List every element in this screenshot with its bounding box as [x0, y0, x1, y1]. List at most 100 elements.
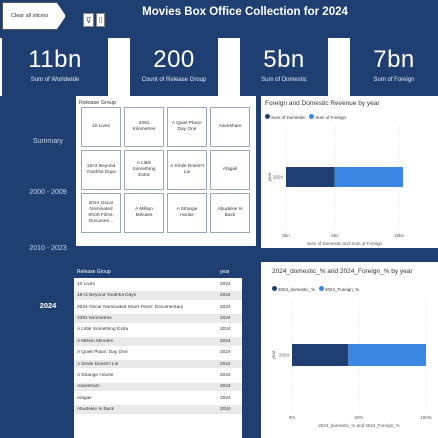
tile-item[interactable]: A Little Something Extra: [124, 150, 164, 190]
x-axis-label: 2024_domestic_% and 2024_Foreign_%: [318, 423, 399, 428]
chart-title: Foreign and Domestic Revenue by year: [265, 100, 380, 107]
tile-slicer-header: Release Group: [79, 100, 116, 106]
tile-item[interactable]: 3391 Kilometres: [124, 107, 164, 147]
bar-segment: [334, 167, 403, 187]
kpi-label: Sum of Foreign: [373, 77, 415, 83]
kpi-worldwide-card: 11bn Sum of Worldwide: [2, 38, 108, 96]
legend-label: Sum of Foreign: [315, 115, 347, 120]
x-tick-label: 100%: [420, 415, 432, 420]
legend-item[interactable]: Sum of Domestic: [265, 114, 305, 120]
cell-release-group: 3391 Kilometres: [77, 315, 112, 321]
kpi-divider: [108, 38, 130, 96]
cell-year: 2024: [220, 281, 231, 287]
cell-release-group: A Little Something Extra: [77, 327, 129, 333]
table-row[interactable]: Aavesham 2024: [74, 382, 242, 392]
cell-year: 2024: [220, 338, 231, 344]
kpi-value: 200: [153, 46, 195, 73]
column-header-year[interactable]: year: [220, 269, 230, 275]
y-tick-label: 2024: [279, 353, 290, 358]
cell-year: 2024: [220, 293, 231, 299]
table-row[interactable]: Abigail 2024: [74, 394, 242, 403]
y-tick-label: 2024: [273, 175, 284, 180]
x-axis-label: Sum of Domestic and Sum of Foreign: [307, 241, 383, 246]
bar-segment: [348, 344, 426, 366]
cell-release-group: 2024 Oscar Nominated Short Films: Docume…: [77, 304, 184, 310]
kpi-divider: [218, 38, 240, 96]
x-tick-label: 10bn: [394, 233, 405, 238]
cell-year: 2024: [220, 407, 231, 413]
table-row[interactable]: A Smile Doesn't Lie 2024: [74, 359, 242, 369]
table-row[interactable]: A Million Minutes 2024: [74, 337, 242, 346]
cell-release-group: A Strange House: [77, 372, 114, 378]
kpi-domestic-card: 5bn Sum of Domestic: [240, 38, 328, 96]
cell-year: 2024: [220, 361, 231, 367]
tile-item[interactable]: Aavesham: [210, 107, 250, 147]
cell-release-group: Abudekie Is Back: [77, 407, 115, 413]
filter-icon[interactable]: ⊽: [83, 13, 94, 27]
x-tick-label: 5bn: [331, 233, 339, 238]
clear-all-slicers-label: Clear all slicers: [11, 13, 49, 19]
table-row[interactable]: 3391 Kilometres 2024: [74, 314, 242, 323]
tile-item[interactable]: Abigail: [210, 150, 250, 190]
table-row[interactable]: A Little Something Extra 2024: [74, 325, 242, 335]
cell-year: 2024: [220, 315, 231, 321]
tile-item[interactable]: A Strange House: [167, 193, 207, 233]
legend-swatch: [319, 286, 325, 291]
kpi-value: 5bn: [263, 46, 305, 73]
cell-release-group: 10 Lives: [77, 281, 95, 287]
legend-label: 2024_domestic_%: [278, 287, 316, 292]
kpi-divider: [0, 38, 2, 96]
kpi-label: Sum of Worldwide: [30, 77, 80, 83]
kpi-release-count-card: 200 Count of Release Group: [130, 38, 218, 96]
x-tick-label: 0bn: [282, 233, 290, 238]
cell-year: 2024: [220, 395, 231, 401]
cell-year: 2024: [220, 372, 231, 378]
slicer-item-2024[interactable]: 2024: [39, 301, 57, 310]
cell-release-group: A Million Minutes: [77, 338, 113, 344]
legend-item[interactable]: 2024_domestic_%: [272, 286, 315, 292]
y-axis-label: year: [267, 172, 272, 181]
kpi-foreign-card: 7bn Sum of Foreign: [350, 38, 438, 96]
cell-release-group: 18×2 Beyond Youthful Days: [77, 293, 137, 299]
legend-label: Sum of Domestic: [271, 115, 306, 120]
tile-item[interactable]: A Smile Doesn't Lie: [167, 150, 207, 190]
legend-item[interactable]: 2024_Foreign_%: [319, 286, 359, 292]
table-row[interactable]: A Strange House 2024: [74, 371, 242, 380]
table-row[interactable]: A Quiet Place: Day One 2024: [74, 348, 242, 357]
kpi-divider: [328, 38, 350, 96]
table-row[interactable]: 2024 Oscar Nominated Short Films: Docume…: [74, 302, 242, 312]
legend-swatch: [309, 114, 315, 119]
tile-item[interactable]: 10 Lives: [81, 107, 121, 147]
kpi-label: Sum of Domestic: [261, 77, 307, 83]
table-row[interactable]: 18×2 Beyond Youthful Days 2024: [74, 291, 242, 300]
cell-year: 2024: [220, 350, 231, 356]
legend-item[interactable]: Sum of Foreign: [309, 114, 346, 120]
table-row[interactable]: 10 Lives 2024: [74, 280, 242, 289]
cell-year: 2024: [220, 384, 231, 390]
revenue-by-year-chart: 0bn 5bn 10bn year 2024 Sum of Domestic and Su…: [267, 126, 405, 246]
kpi-label: Count of Release Group: [141, 77, 207, 83]
kpi-value: 7bn: [373, 46, 415, 73]
slicer-item-2000-2009[interactable]: 2000 - 2009: [29, 189, 67, 196]
chart-legend: Sum of Domestic Sum of Foreign: [265, 114, 346, 120]
slicer-item-2010-2023[interactable]: 2010 - 2023: [29, 245, 67, 252]
tile-item[interactable]: A Million Minutes: [124, 193, 164, 233]
table-header-row: Release Group year: [74, 266, 242, 278]
column-header-release-group[interactable]: Release Group: [77, 269, 111, 275]
slicer-item-summary[interactable]: Summary: [33, 138, 63, 145]
cell-year: 2024: [220, 327, 231, 333]
tile-item[interactable]: 2024 Oscar Nominated Short Films: Docume…: [81, 193, 121, 233]
clear-all-slicers-button[interactable]: Clear all slicers: [2, 2, 66, 30]
cell-release-group: Abigail: [77, 395, 92, 401]
table-row[interactable]: Abudekie Is Back 2024: [74, 405, 242, 414]
x-tick-label: 0%: [289, 415, 296, 420]
chart-title: 2024_domestic_% and 2024_Foreign_% by ye…: [272, 268, 413, 275]
tile-item[interactable]: A Quiet Place: Day One: [167, 107, 207, 147]
tile-item[interactable]: 18×2 Beyond Youthful Days: [81, 150, 121, 190]
document-icon[interactable]: ▯: [96, 13, 105, 27]
x-tick-label: 50%: [354, 415, 363, 420]
legend-swatch: [272, 286, 277, 291]
y-axis-label: year: [271, 350, 276, 359]
bar-segment: [286, 167, 335, 187]
tile-item[interactable]: Abudekie Is Back: [210, 193, 250, 233]
